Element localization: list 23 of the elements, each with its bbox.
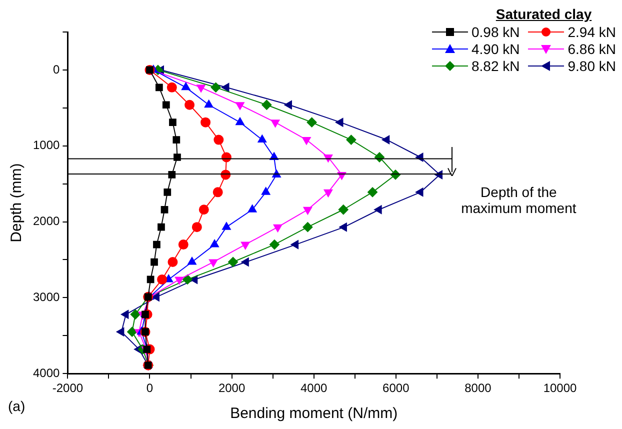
x-tick-label: 4000 <box>300 381 328 396</box>
x-tick-label: 2000 <box>218 381 246 396</box>
x-tick-label: -2000 <box>52 381 84 396</box>
y-tick-label: 3000 <box>32 290 60 304</box>
y-tick-label: 1000 <box>32 138 60 152</box>
legend-label: 9.80 kN <box>568 58 616 74</box>
y-tick-label: 2000 <box>32 214 60 228</box>
legend-label: 6.86 kN <box>568 41 616 57</box>
x-tick-label: 0 <box>146 381 154 396</box>
x-axis-title: Bending moment (N/mm) <box>230 405 398 422</box>
legend-label: 8.82 kN <box>472 58 520 74</box>
x-tick-label: 10000 <box>543 381 578 396</box>
x-tick-label: 6000 <box>382 381 410 396</box>
legend-label: 2.94 kN <box>568 24 616 40</box>
y-tick-label: 0 <box>53 62 60 76</box>
y-axis-title: Depth (mm) <box>8 163 26 242</box>
y-tick-label: 4000 <box>32 366 60 380</box>
x-tick-label: 8000 <box>464 381 492 396</box>
legend-label: 0.98 kN <box>472 24 520 40</box>
legend-label: 4.90 kN <box>472 41 520 57</box>
text: (a) <box>8 398 26 414</box>
legend-title: Saturated clay <box>494 6 593 22</box>
annotation: Depth of the maximum moment <box>460 184 578 216</box>
